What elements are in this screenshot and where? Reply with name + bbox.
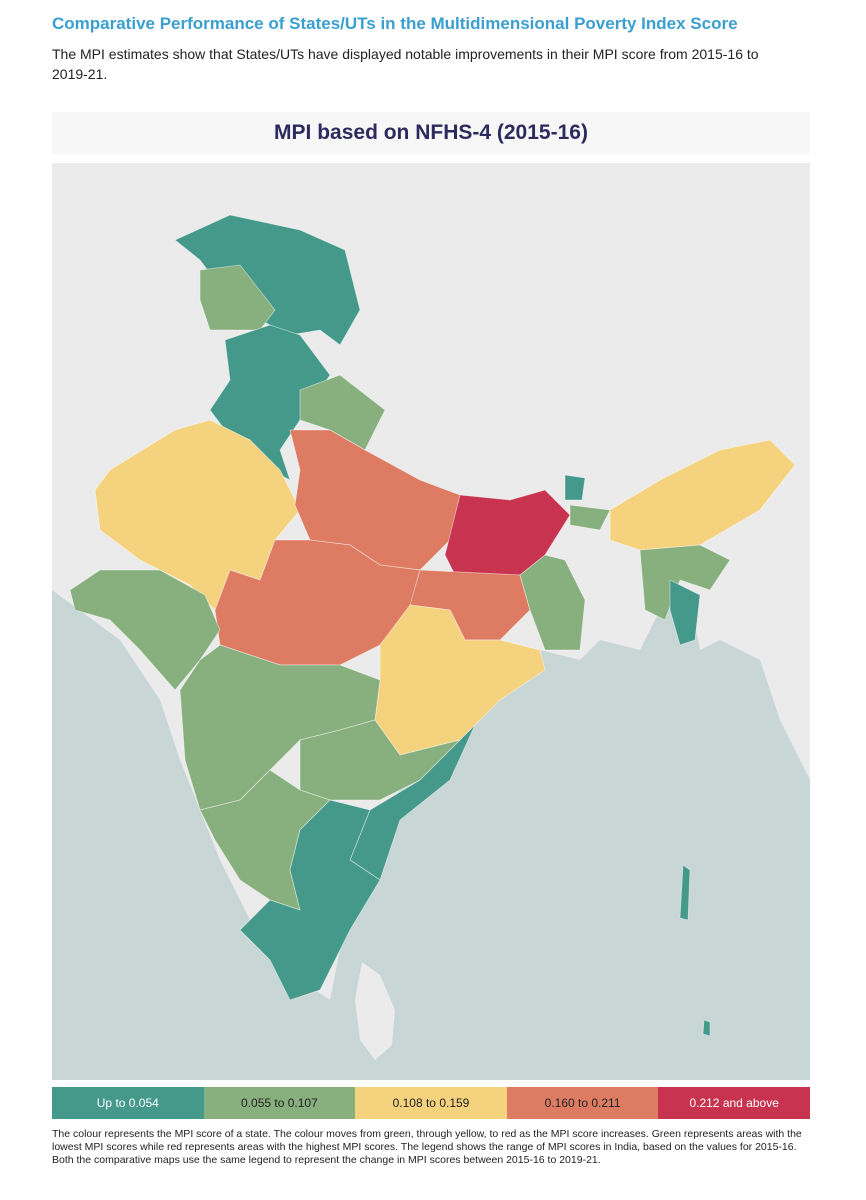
state-region (679, 864, 691, 921)
state-region (569, 504, 611, 531)
state-region (214, 539, 421, 666)
legend-item: 0.212 and above (658, 1087, 810, 1119)
state-region (702, 1019, 711, 1037)
state-region (669, 579, 701, 646)
page-title: Comparative Performance of States/UTs in… (52, 14, 738, 33)
legend: Up to 0.054 0.055 to 0.107 0.108 to 0.159 0… (52, 1087, 810, 1119)
state-region (609, 439, 796, 551)
legend-item: 0.108 to 0.159 (355, 1087, 507, 1119)
state-region (209, 324, 331, 481)
legend-item: Up to 0.054 (52, 1087, 204, 1119)
map (52, 163, 810, 1080)
legend-item: 0.055 to 0.107 (203, 1087, 356, 1119)
state-region (239, 799, 381, 1001)
state-region (519, 554, 586, 651)
description: The MPI estimates show that States/UTs h… (52, 46, 759, 82)
map-title: MPI based on NFHS-4 (2015-16) (52, 112, 810, 154)
legend-item: 0.160 to 0.211 (506, 1087, 659, 1119)
footnote: The colour represents the MPI score of a… (52, 1128, 802, 1166)
sri-lanka (355, 962, 395, 1060)
state-region (564, 474, 586, 501)
state-region (639, 544, 731, 621)
